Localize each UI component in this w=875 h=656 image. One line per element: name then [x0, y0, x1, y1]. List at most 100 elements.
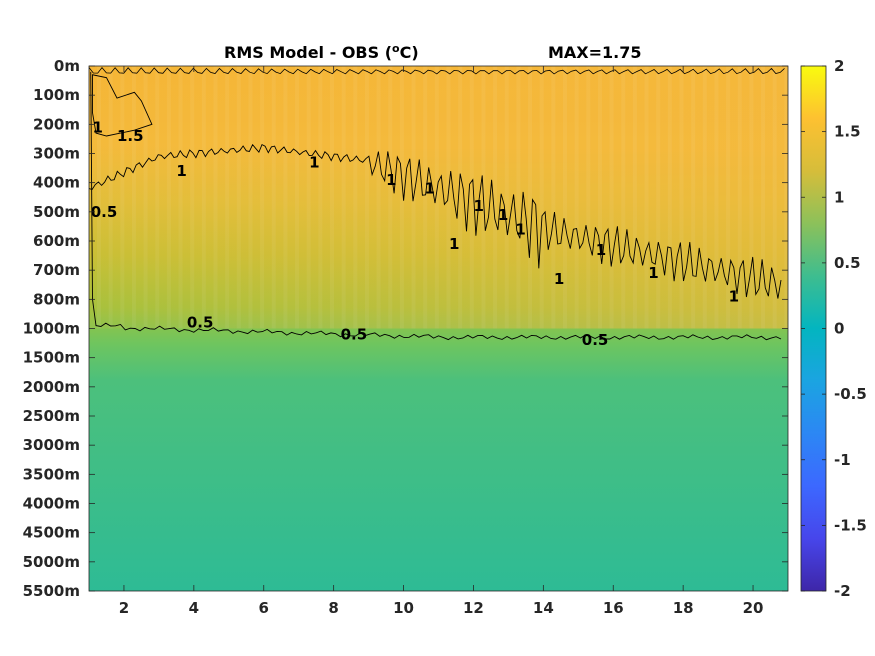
y-tick-label: 300m [33, 145, 80, 163]
contour-label: 0.5 [187, 314, 214, 332]
y-axis: 0m 100m 200m 300m 400m 500m 600m 700m 800m 1000m 1… [23, 57, 788, 600]
texture-stripe [434, 66, 439, 329]
colorbar-tick-label: 1.5 [834, 123, 861, 141]
colorbar-tick-label: 0.5 [834, 254, 861, 272]
texture-stripe [260, 66, 265, 329]
texture-stripe [551, 66, 556, 329]
y-tick-label: 5000m [23, 553, 80, 571]
texture-stripe [388, 66, 393, 329]
texture-stripe [353, 66, 358, 329]
texture-stripe [737, 66, 742, 329]
y-tick-label: 5500m [23, 582, 80, 600]
texture-stripe [271, 66, 276, 329]
contour-0.5 [90, 71, 782, 341]
colorbar-tick-label: -0.5 [834, 385, 867, 403]
texture-stripe [469, 66, 474, 329]
contour-label: 0.5 [341, 325, 368, 343]
texture-stripe [656, 66, 661, 329]
texture-stripe [236, 66, 241, 329]
upper-ocean-warm-band [89, 66, 788, 329]
texture-stripe [283, 66, 288, 329]
texture-stripe [726, 66, 731, 329]
y-tick-label: 2500m [23, 407, 80, 425]
x-tick-label: 12 [463, 599, 484, 617]
colorbar-tick-label: -1.5 [834, 516, 867, 534]
contour-label: 1 [515, 220, 525, 238]
contour-label: 1 [449, 235, 459, 253]
texture-stripe [108, 66, 113, 329]
texture-stripe [131, 66, 136, 329]
texture-stripe [97, 66, 101, 329]
y-tick-label: 3500m [23, 465, 80, 483]
texture-stripe [295, 66, 300, 329]
texture-stripe [493, 66, 498, 329]
colorbar-tick-label: -2 [834, 582, 851, 600]
y-tick-label: 600m [33, 232, 80, 250]
y-tick-label: 1000m [23, 320, 80, 338]
contour-label: 1 [176, 162, 186, 180]
y-tick-label: 1500m [23, 349, 80, 367]
y-tick-label: 500m [33, 203, 80, 221]
x-axis: 2 4 6 8 10 12 14 16 18 20 [119, 66, 764, 617]
y-tick-label: 0m [54, 57, 80, 75]
texture-stripe [679, 66, 684, 329]
texture-stripe [178, 66, 183, 329]
y-tick-label: 4500m [23, 524, 80, 542]
texture-stripe [667, 66, 672, 329]
texture-stripe [784, 66, 788, 329]
contour-label: 1 [473, 197, 483, 215]
colorbar-tick-label: 1 [834, 188, 844, 206]
contour-label: 1 [596, 241, 606, 259]
texture-stripe [143, 66, 148, 329]
texture-stripe [609, 66, 614, 329]
y-tick-label: 100m [33, 86, 80, 104]
colorbar: 2 1.5 1 0.5 0 -0.5 -1 -1.5 -2 [800, 57, 867, 600]
texture-stripe [528, 66, 533, 329]
contour-label: 1 [729, 287, 739, 305]
texture-stripe [504, 66, 509, 329]
texture-stripe [399, 66, 404, 329]
x-tick-label: 4 [189, 599, 199, 617]
texture-stripe [586, 66, 591, 329]
x-tick-label: 8 [328, 599, 338, 617]
texture-stripe [318, 66, 323, 329]
texture-stripe [632, 66, 637, 329]
contour-label: 1.5 [117, 127, 144, 145]
contour-1 [89, 143, 782, 299]
colorbar-gradient [800, 65, 827, 592]
contour-label: 1 [309, 153, 319, 171]
x-tick-label: 14 [533, 599, 554, 617]
colorbar-tick-label: 0 [834, 320, 844, 338]
texture-stripe [248, 66, 253, 329]
texture-stripe [749, 66, 754, 329]
texture-stripe [644, 66, 649, 329]
contour-label: 1 [498, 206, 508, 224]
y-tick-label: 4000m [23, 495, 80, 513]
texture-stripe [376, 66, 381, 329]
contour-lines [89, 66, 785, 341]
x-tick-label: 20 [743, 599, 764, 617]
x-tick-label: 18 [673, 599, 694, 617]
texture-stripe [330, 66, 334, 329]
colorbar-tick-label: -1 [834, 451, 851, 469]
y-tick-label: 700m [33, 261, 80, 279]
contour-label: 1 [554, 270, 564, 288]
y-tick-label: 400m [33, 174, 80, 192]
texture-stripe [574, 66, 579, 329]
contour-1.5 [92, 74, 153, 137]
x-tick-label: 10 [393, 599, 414, 617]
y-tick-label: 2000m [23, 378, 80, 396]
texture-stripe [691, 66, 696, 329]
texture-stripe [190, 66, 195, 329]
contour-label: 1 [386, 171, 396, 189]
texture-stripe [423, 66, 428, 329]
contour-label: 1 [425, 180, 435, 198]
colorbar-tick-label: 2 [834, 57, 844, 75]
contour-label: 0.5 [91, 203, 118, 221]
texture-stripe [563, 66, 567, 329]
texture-stripe [446, 66, 451, 329]
texture-stripe [120, 66, 125, 329]
texture-stripe [597, 66, 602, 329]
